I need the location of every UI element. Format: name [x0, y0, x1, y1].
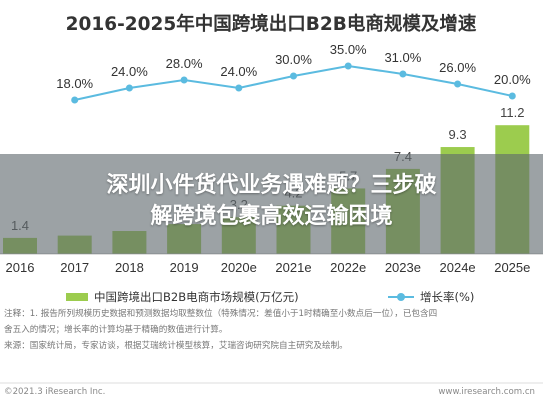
- footer-website: www.iresearch.com.cn: [438, 387, 535, 397]
- x-tick-label: 2025e: [494, 260, 530, 275]
- legend-label-market-size: 中国跨境出口B2B电商市场规模(万亿元): [94, 290, 299, 304]
- growth-rate-label: 28.0%: [166, 56, 203, 71]
- growth-rate-label: 35.0%: [330, 42, 367, 57]
- growth-rate-point: [125, 84, 133, 92]
- x-tick-label: 2021e: [275, 260, 311, 275]
- legend-item-market-size: 中国跨境出口B2B电商市场规模(万亿元): [66, 288, 299, 306]
- x-tick-label: 2024e: [440, 260, 476, 275]
- banner-title: 深圳小件货代业务遇难题？三步破 解跨境包裹高效运输困境: [0, 170, 543, 232]
- x-tick-label: 2016: [6, 260, 35, 275]
- chart-notes: 注释：1. 报告所列规模历史数据和预测数据均取整数位（特殊情况：差值小于1时精确…: [4, 306, 542, 354]
- bar-value-label: 11.2: [500, 105, 524, 120]
- overlay-banner: [0, 154, 543, 254]
- legend-line-swatch: [388, 293, 414, 301]
- growth-rate-point: [399, 70, 407, 78]
- banner-title-line-1: 深圳小件货代业务遇难题？三步破: [106, 173, 437, 198]
- growth-rate-point: [71, 96, 79, 104]
- growth-rate-point: [454, 80, 462, 88]
- growth-rate-point: [344, 62, 352, 70]
- x-tick-label: 2023e: [385, 260, 421, 275]
- x-tick-label: 2017: [60, 260, 89, 275]
- banner-title-line-2: 解跨境包裹高效运输困境: [150, 204, 393, 229]
- footer-copyright: ©2021.3 iResearch Inc.: [4, 387, 106, 397]
- growth-rate-point: [508, 92, 516, 100]
- growth-rate-label: 26.0%: [439, 60, 476, 75]
- growth-rate-label: 24.0%: [111, 64, 148, 79]
- note-line-1: 注释：1. 报告所列规模历史数据和预测数据均取整数位（特殊情况：差值小于1时精确…: [4, 309, 438, 319]
- x-tick-label: 2022e: [330, 260, 366, 275]
- growth-rate-point: [235, 84, 243, 92]
- growth-rate-point: [180, 76, 188, 84]
- growth-rate-label: 18.0%: [56, 76, 93, 91]
- chart-title: 2016-2025年中国跨境出口B2B电商规模及增速: [66, 13, 477, 35]
- note-line-2: 舍五入的情况；增长率的计算均基于精确的数值进行计算。: [4, 325, 228, 335]
- bar-value-label: 9.3: [449, 127, 467, 142]
- growth-rate-label: 30.0%: [275, 52, 312, 67]
- note-line-3: 来源：国家统计局，专家访谈，根据艾瑞统计模型核算，艾瑞咨询研究院自主研究及绘制。: [4, 341, 348, 351]
- growth-rate-point: [290, 72, 297, 80]
- x-tick-label: 2018: [115, 260, 144, 275]
- growth-rate-label: 24.0%: [220, 64, 257, 79]
- legend-label-growth-rate: 增长率(%): [420, 290, 475, 304]
- growth-rate-label: 20.0%: [494, 72, 531, 87]
- legend-item-growth-rate: 增长率(%): [388, 288, 474, 306]
- growth-rate-label: 31.0%: [384, 50, 421, 65]
- legend-bar-swatch: [66, 293, 88, 301]
- x-tick-label: 2020e: [221, 260, 257, 275]
- x-tick-label: 2019: [170, 260, 199, 275]
